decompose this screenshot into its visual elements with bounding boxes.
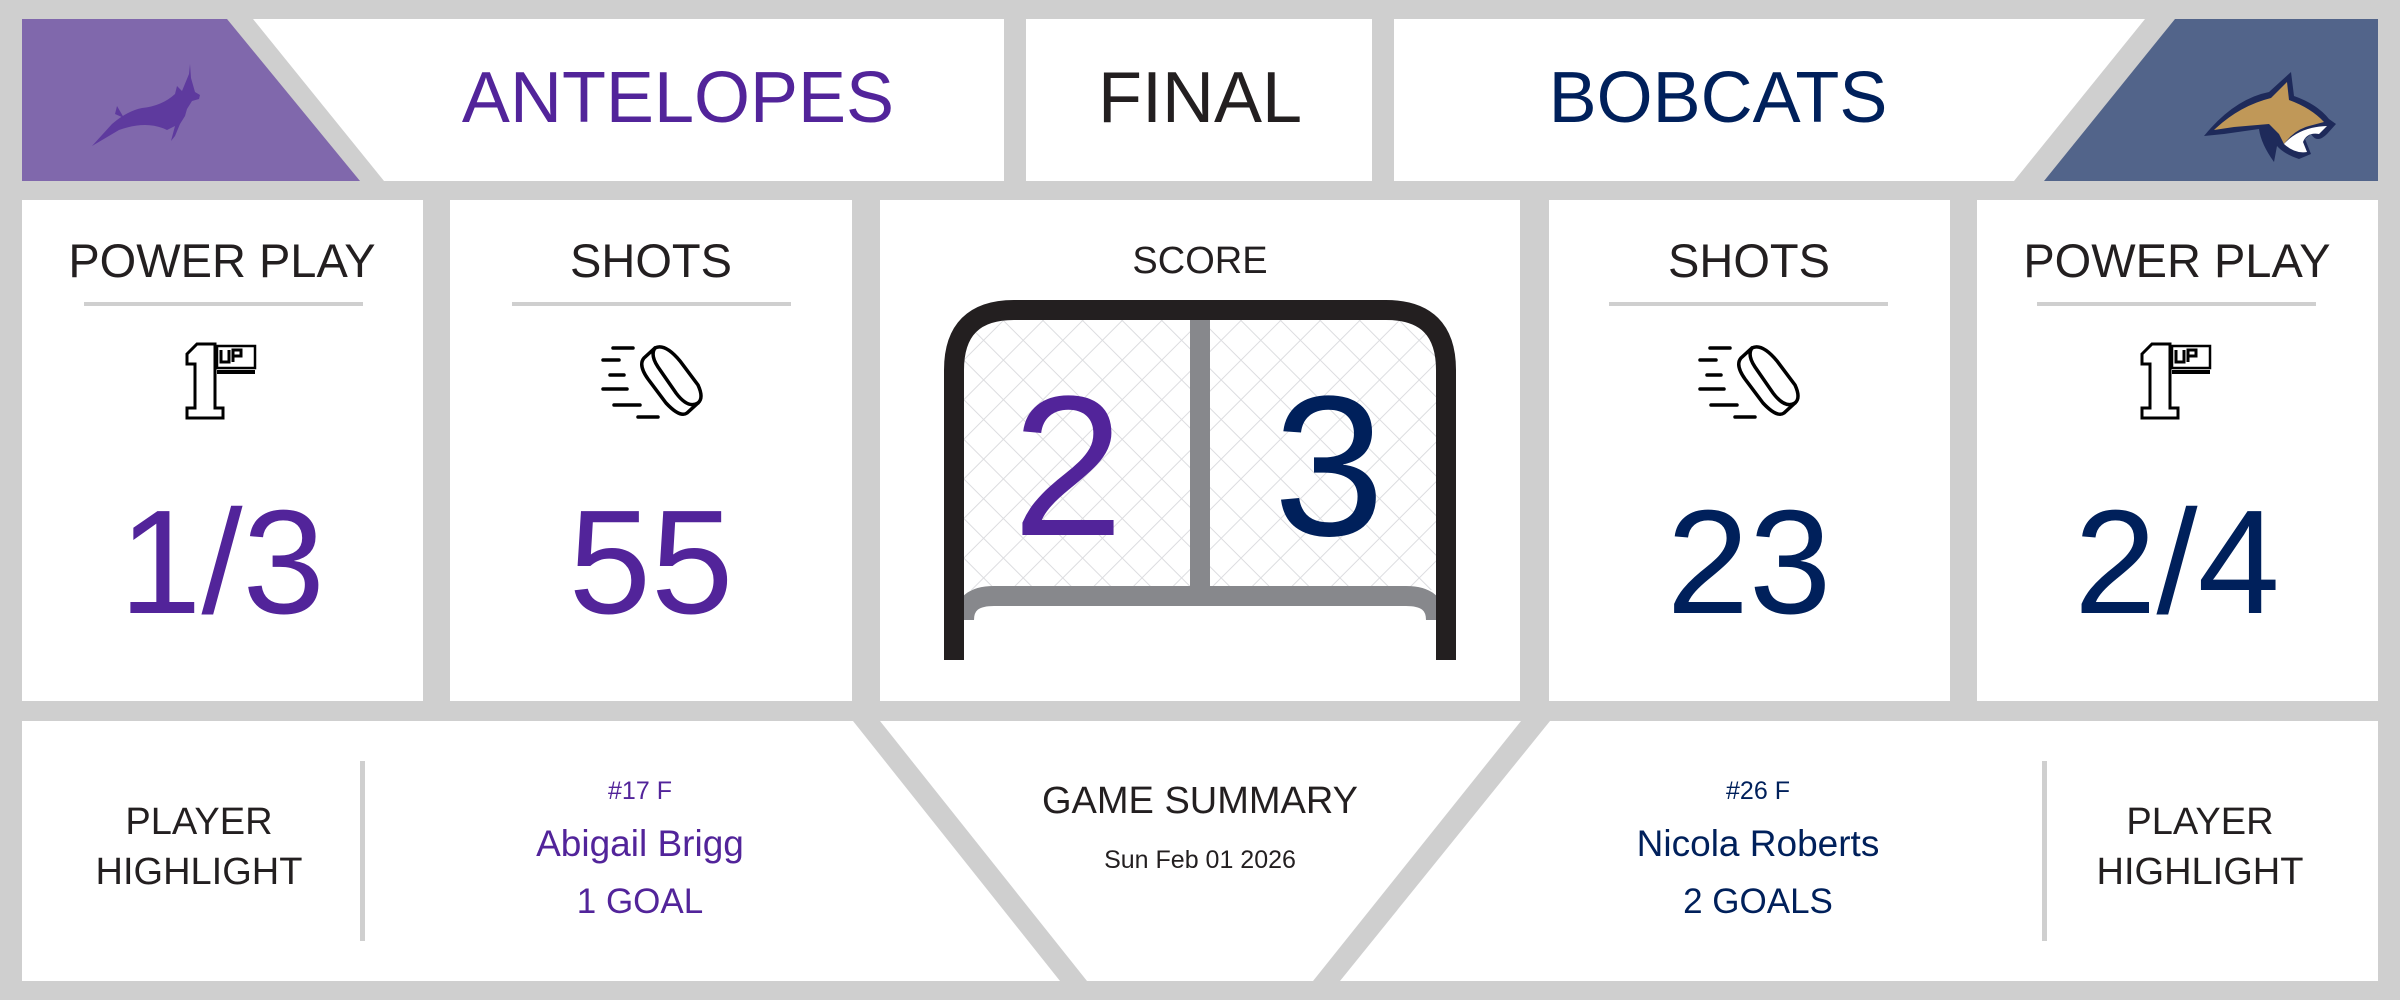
bobcat-logo: [2204, 72, 2336, 162]
goal-crossbar-back: [954, 586, 1446, 621]
goal-center-post: [1190, 320, 1210, 596]
home-shots-value: 55: [568, 480, 734, 645]
puck-icon: [1698, 345, 1800, 419]
home-player-stat: 1 GOAL: [576, 882, 704, 921]
home-highlight-label-1: PLAYER: [125, 801, 273, 843]
home-team-name: ANTELOPES: [461, 58, 895, 138]
antelope-logo: [92, 64, 200, 146]
home-player-name: Abigail Brigg: [536, 823, 744, 864]
home-team-panel: [253, 19, 1004, 181]
away-highlight-label-1: PLAYER: [2126, 801, 2274, 843]
game-summary-title[interactable]: GAME SUMMARY: [1041, 780, 1359, 822]
score-label: SCORE: [1132, 240, 1268, 282]
home-player-number: #17 F: [608, 777, 672, 805]
away-player-stat: 2 GOALS: [1683, 882, 1833, 921]
home-power-play-label: POWER PLAY: [68, 234, 376, 287]
divider: [360, 761, 365, 941]
1up-icon: [2140, 342, 2212, 420]
away-power-play-card: [1977, 200, 2378, 701]
home-score: 2: [1012, 355, 1124, 578]
game-date: Sun Feb 01 2026: [1104, 846, 1296, 874]
status-panel: [1026, 19, 1372, 181]
away-highlight-label-2: HIGHLIGHT: [2096, 851, 2304, 893]
home-shots-card: [450, 200, 852, 701]
away-shots-card: [1549, 200, 1950, 701]
goal-frame: [944, 300, 1456, 660]
1up-icon: [185, 342, 257, 420]
hockey-net: [944, 300, 1456, 660]
away-power-play-label: POWER PLAY: [2023, 234, 2331, 287]
divider: [512, 302, 791, 306]
divider: [1609, 302, 1888, 306]
away-score: 3: [1273, 355, 1385, 578]
away-player-number: #26 F: [1726, 777, 1790, 805]
away-power-play-value: 2/4: [2074, 480, 2280, 645]
divider: [2042, 761, 2047, 941]
home-highlight-label-2: HIGHLIGHT: [95, 851, 303, 893]
away-team-name: BOBCATS: [1548, 58, 1888, 138]
away-player-name: Nicola Roberts: [1636, 823, 1880, 864]
away-shots-label: SHOTS: [1668, 234, 1830, 287]
home-shots-label: SHOTS: [570, 234, 732, 287]
home-highlight-panel: [22, 721, 1060, 981]
divider: [2037, 302, 2316, 306]
home-power-play-card: [22, 200, 423, 701]
away-shots-value: 23: [1666, 480, 1832, 645]
puck-icon: [601, 345, 703, 419]
away-team-panel: [1394, 19, 2145, 181]
divider: [84, 302, 363, 306]
game-status: FINAL: [1097, 58, 1303, 138]
home-power-play-value: 1/3: [119, 480, 325, 645]
